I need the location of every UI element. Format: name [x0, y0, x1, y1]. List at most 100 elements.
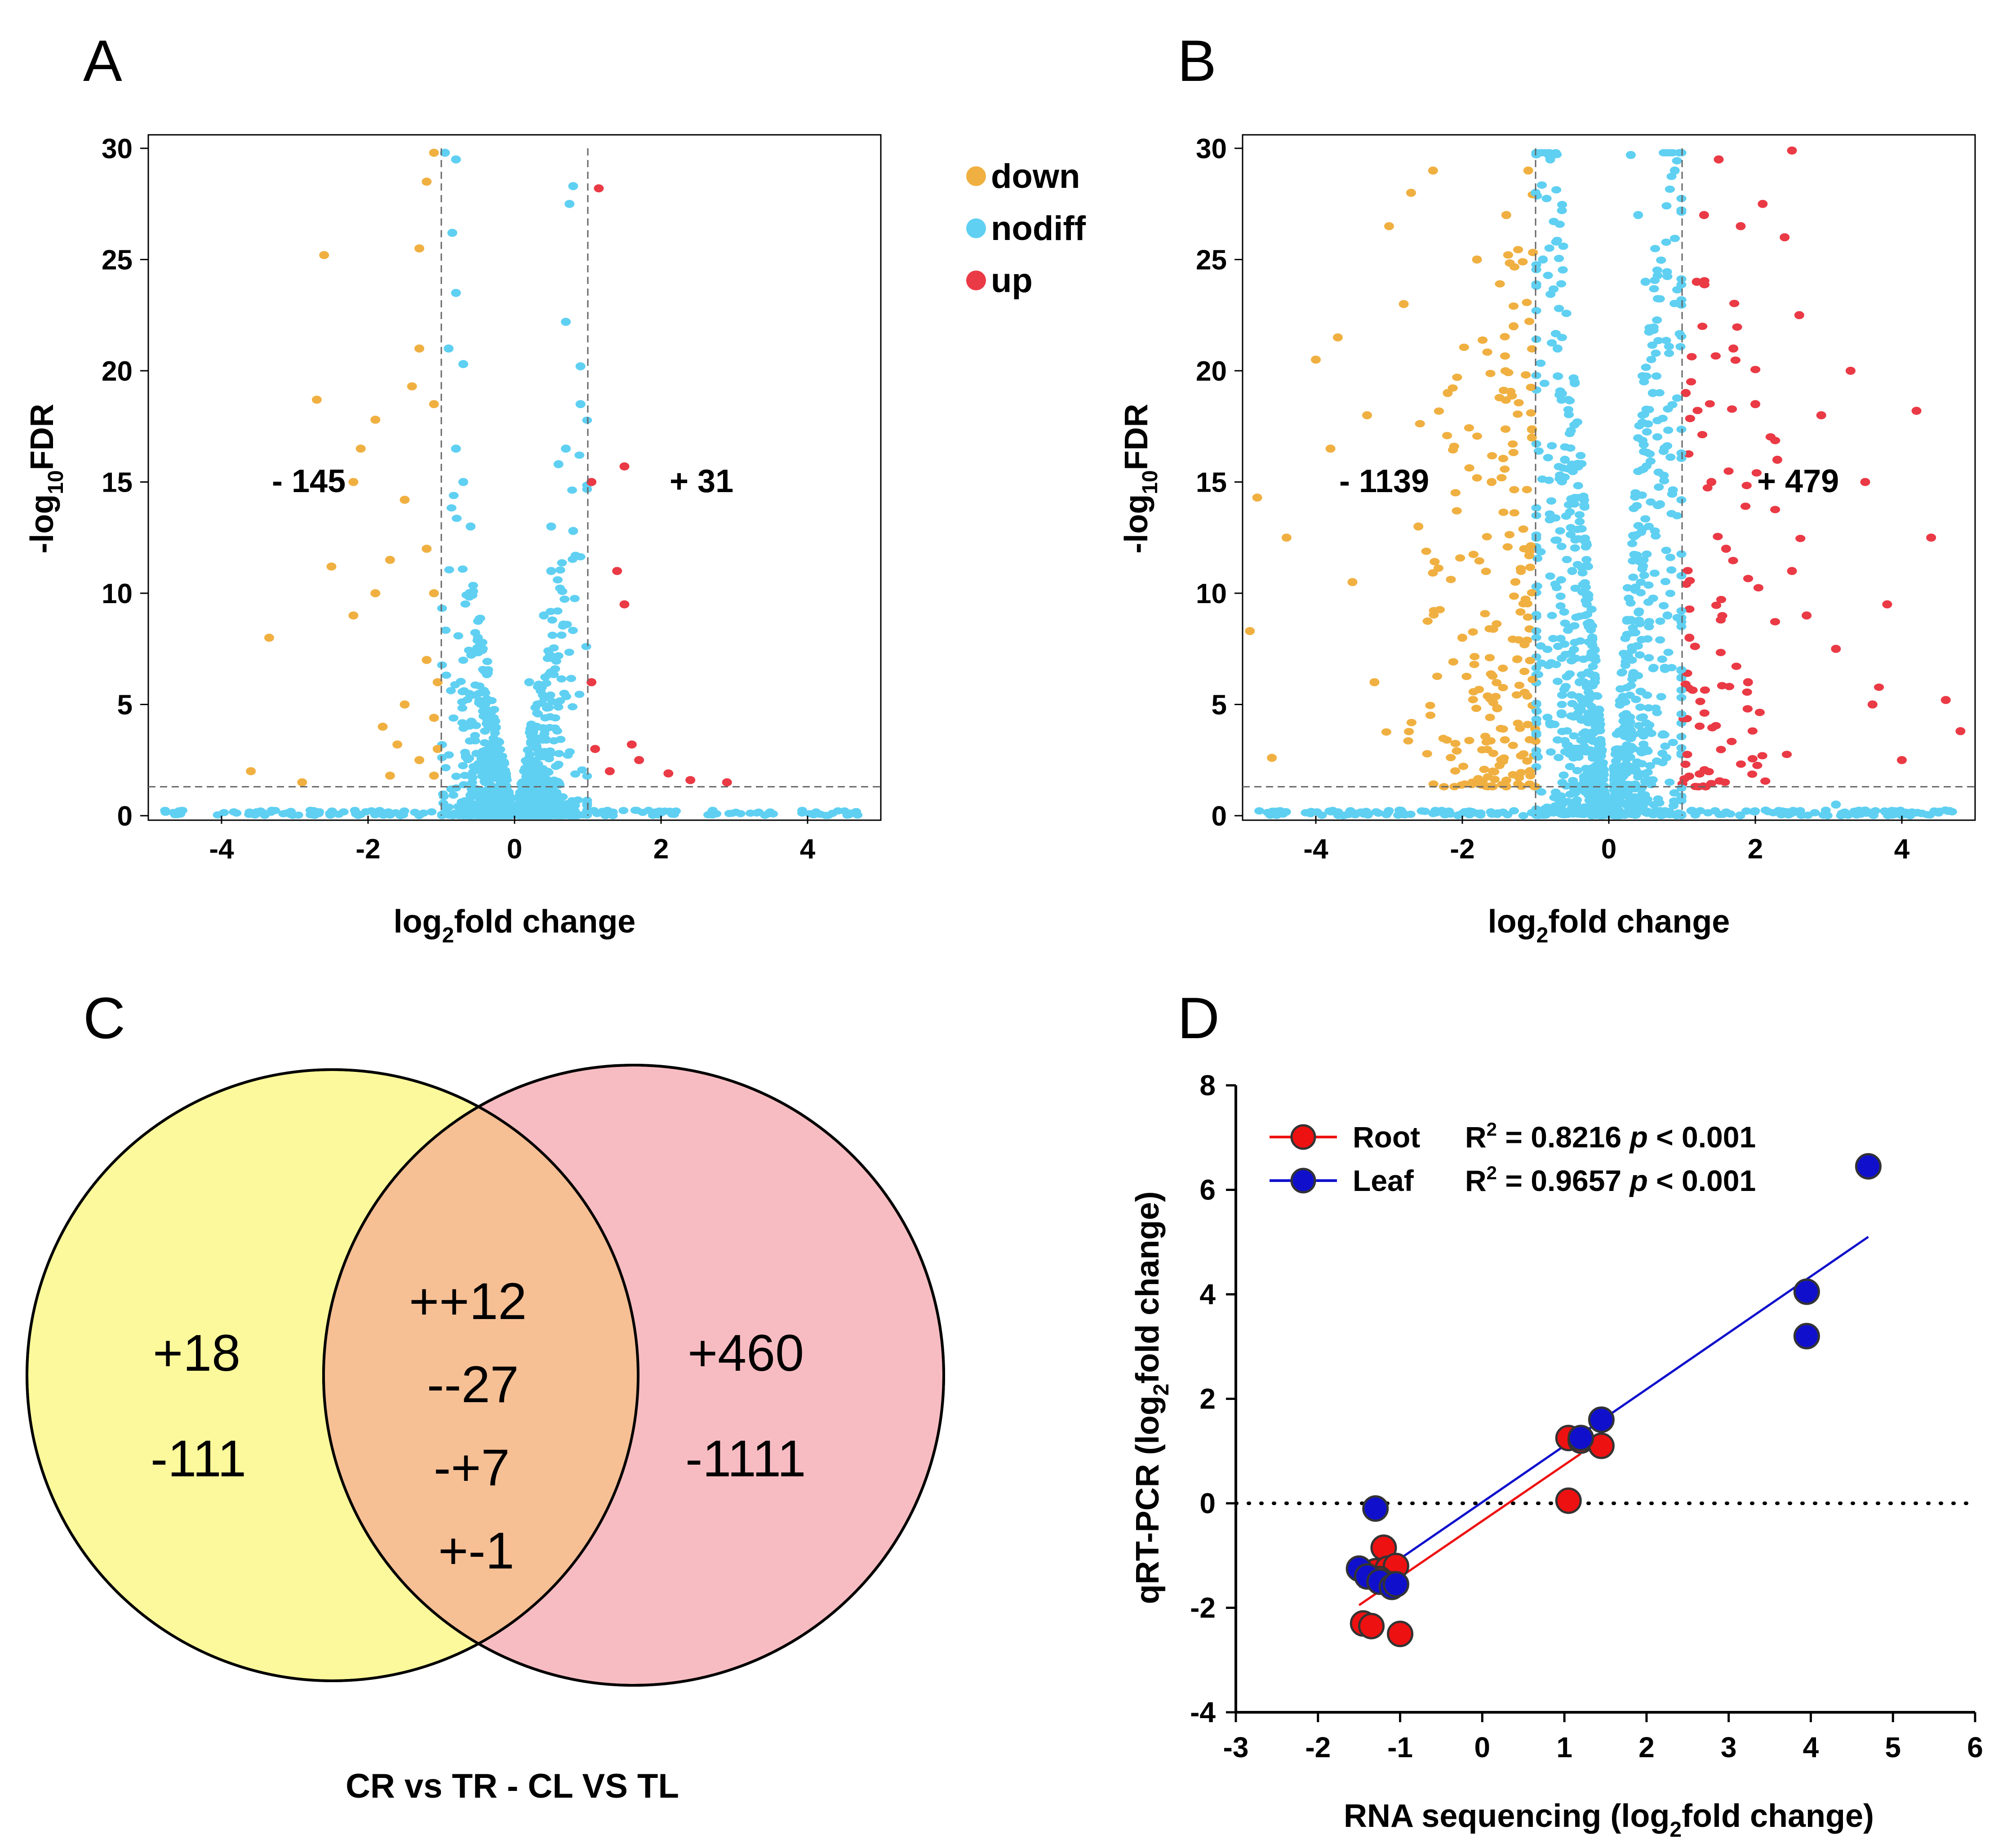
- point: [270, 807, 280, 814]
- point: [441, 671, 451, 679]
- point-nodiff: [561, 444, 571, 453]
- point-nodiff: [546, 522, 556, 531]
- point-nodiff: [568, 182, 578, 191]
- point: [564, 649, 574, 656]
- point: [457, 704, 467, 712]
- point: [1472, 432, 1482, 440]
- point: [1553, 678, 1563, 685]
- point-up: [612, 567, 622, 575]
- y-axis-label-a: -log10FDR: [24, 404, 68, 553]
- point: [453, 803, 463, 810]
- point: [496, 797, 506, 804]
- point: [459, 797, 470, 804]
- point: [499, 758, 509, 766]
- point: [444, 811, 454, 819]
- point: [568, 626, 578, 634]
- point-down: [400, 496, 410, 504]
- point: [582, 417, 592, 424]
- point: [451, 773, 462, 780]
- point-down: [400, 700, 410, 709]
- point: [554, 812, 564, 819]
- panel-letter-c: C: [83, 985, 125, 1051]
- y-tick-label: 10: [102, 578, 133, 609]
- point: [573, 796, 583, 804]
- point-nodiff: [568, 527, 578, 535]
- point: [473, 760, 484, 767]
- point: [477, 801, 488, 809]
- point: [458, 657, 468, 664]
- point: [545, 691, 555, 699]
- point: [440, 626, 451, 634]
- point-down: [429, 714, 439, 722]
- point: [545, 747, 555, 755]
- point-down: [297, 778, 307, 786]
- point: [528, 812, 538, 819]
- point: [467, 788, 477, 796]
- point-nodiff: [575, 362, 586, 371]
- y-tick-label: 20: [102, 356, 133, 387]
- point: [439, 793, 449, 800]
- point-nodiff: [531, 723, 542, 731]
- point: [468, 582, 478, 589]
- point-down: [385, 771, 395, 780]
- point-nodiff: [561, 318, 571, 326]
- point-down: [385, 555, 395, 564]
- point-up: [619, 600, 630, 609]
- point-up: [634, 756, 644, 764]
- point: [483, 753, 493, 760]
- point: [440, 764, 451, 772]
- point: [547, 698, 558, 706]
- point: [473, 812, 483, 819]
- point: [457, 565, 468, 573]
- point: [426, 808, 437, 816]
- point-down: [348, 478, 359, 486]
- point: [458, 762, 468, 769]
- point: [444, 751, 454, 759]
- point-down: [414, 244, 425, 253]
- point: [308, 807, 319, 814]
- point: [552, 607, 563, 615]
- point: [648, 812, 658, 819]
- point: [491, 724, 501, 732]
- point: [581, 643, 591, 650]
- point: [536, 770, 546, 778]
- point: [453, 632, 463, 640]
- point: [1665, 778, 1675, 786]
- x-tick-label: -2: [355, 834, 380, 865]
- point: [554, 750, 564, 757]
- point: [842, 811, 853, 819]
- point: [724, 810, 734, 817]
- point-down: [326, 562, 337, 571]
- point-down: [422, 656, 432, 664]
- x-tick-label: -4: [209, 834, 234, 865]
- point-up: [626, 740, 637, 749]
- point-up: [663, 769, 674, 777]
- point: [1464, 424, 1474, 431]
- point: [536, 687, 546, 695]
- point-down: [429, 400, 439, 409]
- point: [260, 812, 270, 819]
- point-nodiff: [451, 155, 461, 164]
- point: [533, 700, 542, 708]
- point: [542, 794, 552, 802]
- point-nodiff: [575, 400, 586, 409]
- point: [1406, 719, 1416, 726]
- point-nodiff: [451, 444, 461, 453]
- point: [461, 808, 471, 816]
- point: [293, 811, 303, 819]
- point-down: [407, 382, 417, 391]
- point-nodiff: [546, 567, 556, 575]
- legend-marker-down: [966, 166, 986, 186]
- point: [600, 812, 611, 819]
- point: [638, 808, 648, 816]
- point-down: [414, 344, 425, 353]
- point: [462, 696, 473, 703]
- point: [414, 812, 424, 819]
- point: [494, 738, 504, 746]
- point: [479, 667, 489, 675]
- series-nodiff-a: [440, 148, 586, 731]
- point-nodiff: [553, 460, 564, 468]
- point-nodiff: [444, 344, 454, 353]
- point-nodiff: [458, 360, 468, 369]
- point: [618, 807, 629, 814]
